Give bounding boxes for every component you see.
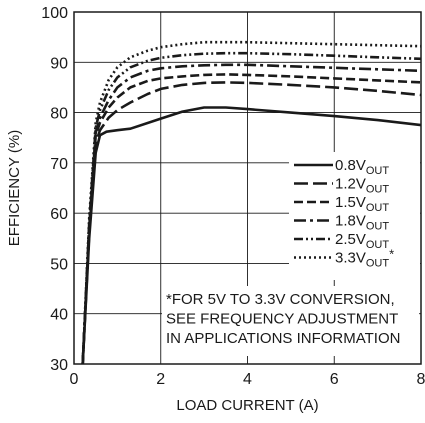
legend-label: 1.8VOUT	[335, 213, 389, 233]
x-tick-label: 8	[417, 371, 425, 388]
y-tick-label: 50	[50, 256, 68, 273]
y-axis-title: EFFICIENCY (%)	[6, 130, 23, 246]
x-tick-label: 4	[243, 371, 252, 388]
series-line-0	[81, 106, 421, 364]
x-axis-title: LOAD CURRENT (A)	[176, 397, 318, 414]
series-line-1	[81, 81, 421, 364]
legend-label: 0.8VOUT	[335, 157, 389, 177]
legend-label-suffix: *	[389, 247, 394, 262]
legend-label: 2.5VOUT	[335, 231, 389, 251]
annotation-line: IN APPLICATIONS INFORMATION	[166, 330, 400, 347]
legend-label: 1.5VOUT	[335, 194, 389, 214]
legend-label-main: 3.3V	[335, 250, 366, 267]
legend-label-main: 1.5V	[335, 194, 366, 211]
y-tick-label: 60	[50, 206, 68, 223]
annotation-line: SEE FREQUENCY ADJUSTMENT	[166, 311, 398, 328]
legend-label-main: 0.8V	[335, 157, 366, 174]
y-tick-label: 100	[41, 5, 68, 22]
legend-label-main: 2.5V	[335, 231, 366, 248]
series-line-4	[81, 51, 421, 364]
x-tick-label: 0	[70, 371, 79, 388]
y-tick-label: 80	[50, 106, 68, 123]
y-tick-labels: 30 40 50 60 70 80 90 100	[41, 5, 68, 374]
legend-label-subscript: OUT	[366, 184, 390, 196]
footnote-annotation: *FOR 5V TO 3.3V CONVERSION, SEE FREQUENCY…	[162, 286, 419, 356]
annotation-line: *FOR 5V TO 3.3V CONVERSION,	[166, 291, 395, 308]
series-lines	[81, 40, 421, 364]
annotation-background	[162, 286, 419, 356]
x-tick-labels: 0 2 4 6 8	[70, 371, 425, 388]
legend-label-subscript: OUT	[366, 221, 390, 233]
legend-label-subscript: OUT	[366, 165, 390, 177]
y-tick-label: 70	[50, 156, 68, 173]
x-tick-label: 2	[156, 371, 165, 388]
legend-label: 3.3VOUT*	[335, 247, 394, 270]
plot-frame	[73, 11, 422, 365]
series-line-5	[81, 40, 421, 364]
legend-label-subscript: OUT	[366, 239, 390, 251]
y-tick-label: 90	[50, 55, 68, 72]
legend-label-main: 1.2V	[335, 176, 366, 193]
legend-label-subscript: OUT	[366, 258, 390, 270]
y-tick-label: 30	[50, 357, 68, 374]
x-tick-label: 6	[330, 371, 339, 388]
legend-label: 1.2VOUT	[335, 176, 389, 196]
legend-label-subscript: OUT	[366, 202, 390, 214]
y-tick-label: 40	[50, 307, 68, 324]
legend-label-main: 1.8V	[335, 213, 366, 230]
series-line-3	[81, 63, 421, 364]
legend: 0.8VOUT1.2VOUT1.5VOUT1.8VOUT2.5VOUT3.3VO…	[289, 152, 420, 280]
